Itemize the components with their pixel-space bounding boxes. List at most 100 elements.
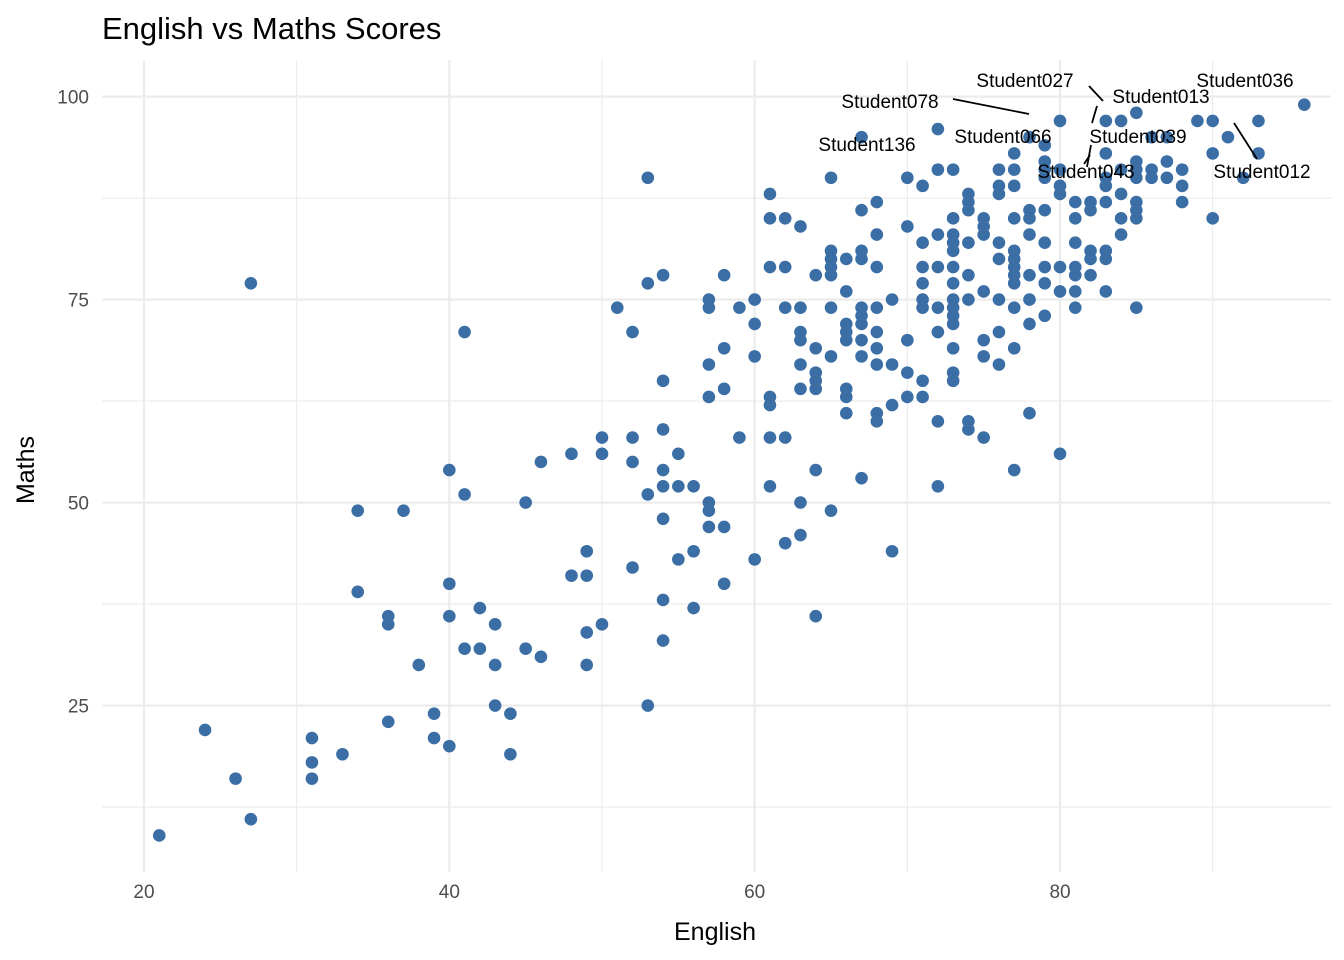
data-point — [626, 561, 639, 574]
data-point — [702, 301, 716, 314]
data-point — [351, 504, 365, 517]
data-point — [427, 731, 441, 745]
data-point — [809, 341, 823, 355]
data-point — [1099, 195, 1113, 209]
data-point — [641, 171, 655, 185]
data-point — [870, 358, 884, 371]
data-point — [824, 171, 838, 185]
data-point — [1160, 130, 1174, 144]
data-point — [1023, 130, 1036, 144]
data-point — [1206, 147, 1219, 160]
data-point — [824, 268, 838, 282]
data-point — [855, 252, 868, 266]
data-point — [229, 772, 242, 785]
data-point — [809, 268, 823, 282]
data-point — [1068, 195, 1082, 209]
data-point — [1038, 203, 1052, 217]
data-point — [809, 463, 823, 477]
data-point — [870, 301, 884, 314]
data-point — [1160, 155, 1174, 168]
data-point — [595, 431, 609, 444]
data-point — [458, 488, 471, 501]
y-axis-title: Maths — [12, 436, 40, 504]
data-point — [580, 569, 594, 582]
data-point — [1114, 163, 1128, 176]
data-point — [977, 333, 990, 347]
data-point — [901, 333, 914, 347]
data-point — [580, 626, 594, 639]
data-point — [809, 609, 823, 623]
data-point — [992, 187, 1006, 201]
data-point — [656, 512, 670, 526]
data-point — [839, 390, 853, 404]
data-point — [672, 553, 685, 566]
data-point — [458, 642, 471, 655]
data-point — [687, 544, 700, 558]
data-point — [488, 618, 502, 631]
data-point — [855, 203, 868, 217]
data-point — [870, 195, 884, 209]
data-point — [1114, 187, 1128, 201]
data-point — [626, 455, 639, 469]
data-point — [1038, 277, 1052, 290]
data-point — [1007, 147, 1021, 160]
data-point — [397, 504, 410, 517]
point-label: Student043 — [1037, 162, 1134, 183]
data-point — [1191, 114, 1204, 128]
data-point — [1084, 268, 1097, 282]
data-points — [152, 98, 1311, 842]
data-point — [977, 431, 990, 444]
data-point — [946, 341, 960, 355]
data-point — [931, 228, 945, 241]
data-point — [1038, 236, 1052, 249]
data-point — [1023, 212, 1036, 225]
data-point — [962, 236, 975, 249]
data-point — [626, 431, 639, 444]
data-point — [152, 829, 166, 842]
grid-lines — [102, 60, 1331, 872]
data-point — [1175, 179, 1189, 193]
data-point — [1084, 252, 1097, 266]
data-point — [1099, 179, 1113, 193]
data-point — [1007, 212, 1021, 225]
data-point — [1145, 171, 1158, 185]
data-point — [580, 658, 594, 672]
data-point — [733, 301, 746, 314]
data-point — [656, 374, 670, 388]
data-point — [824, 350, 838, 363]
data-point — [931, 325, 945, 339]
data-point — [1084, 203, 1097, 217]
data-point — [946, 163, 960, 176]
data-point — [977, 350, 990, 363]
data-point — [794, 220, 807, 233]
data-point — [931, 122, 945, 136]
data-point — [1007, 463, 1021, 477]
data-point — [946, 277, 960, 290]
data-point — [443, 739, 456, 753]
data-point — [763, 398, 777, 412]
data-point — [855, 130, 868, 144]
data-point — [1023, 293, 1036, 306]
y-axis-ticks: 25 50 75 100 — [57, 88, 89, 718]
data-point — [656, 268, 670, 282]
data-point — [687, 601, 700, 615]
data-point — [656, 423, 670, 436]
data-point — [656, 463, 670, 477]
data-point — [656, 480, 670, 493]
data-point — [458, 325, 471, 339]
data-point — [763, 212, 777, 225]
data-point — [794, 382, 807, 396]
data-point — [1053, 260, 1067, 274]
data-point — [1221, 130, 1235, 144]
data-point — [626, 325, 639, 339]
data-point — [855, 317, 868, 331]
data-point — [946, 317, 960, 331]
data-point — [1130, 171, 1143, 185]
data-point — [977, 228, 990, 241]
data-point — [1114, 114, 1128, 128]
data-point — [641, 699, 655, 712]
x-tick-label: 80 — [1049, 882, 1070, 903]
data-point — [748, 350, 761, 363]
data-point — [641, 277, 655, 290]
